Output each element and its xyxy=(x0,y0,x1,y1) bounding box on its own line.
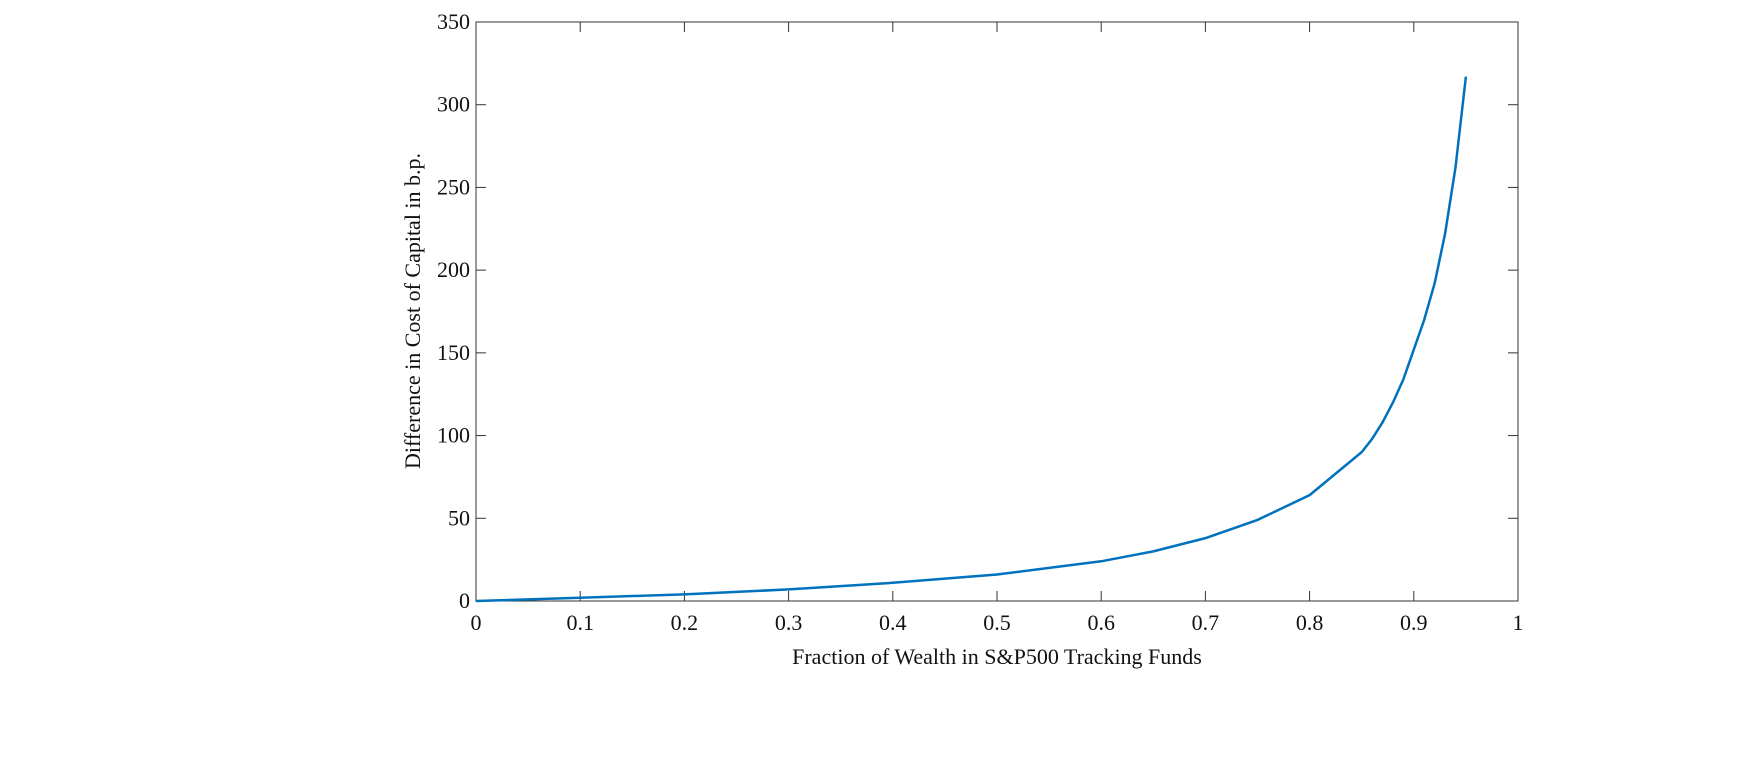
x-tick-label: 0.5 xyxy=(983,610,1011,635)
plot-frame xyxy=(475,21,1519,602)
x-tick-label: 0.8 xyxy=(1296,610,1324,635)
y-tick-label: 300 xyxy=(437,92,470,117)
y-tick-label: 250 xyxy=(437,174,470,199)
y-tick-label: 50 xyxy=(448,505,470,530)
x-axis-label: Fraction of Wealth in S&P500 Tracking Fu… xyxy=(792,644,1202,669)
data-line xyxy=(475,76,1468,603)
x-tick-label: 0.9 xyxy=(1400,610,1428,635)
y-tick-label: 200 xyxy=(437,257,470,282)
y-axis-label: Difference in Cost of Capital in b.p. xyxy=(400,153,425,469)
x-tick-label: 0.2 xyxy=(671,610,699,635)
x-tick-label: 0.3 xyxy=(775,610,803,635)
y-tick-label: 0 xyxy=(459,588,470,613)
x-tick-label: 1 xyxy=(1513,610,1524,635)
y-tick-label: 150 xyxy=(437,340,470,365)
x-tick-label: 0.1 xyxy=(566,610,594,635)
y-tick-label: 100 xyxy=(437,423,470,448)
x-tick-label: 0.6 xyxy=(1087,610,1115,635)
x-tick-label: 0.4 xyxy=(879,610,907,635)
y-tick-label: 350 xyxy=(437,9,470,34)
x-tick-label: 0 xyxy=(471,610,482,635)
x-tick-label: 0.7 xyxy=(1192,610,1220,635)
